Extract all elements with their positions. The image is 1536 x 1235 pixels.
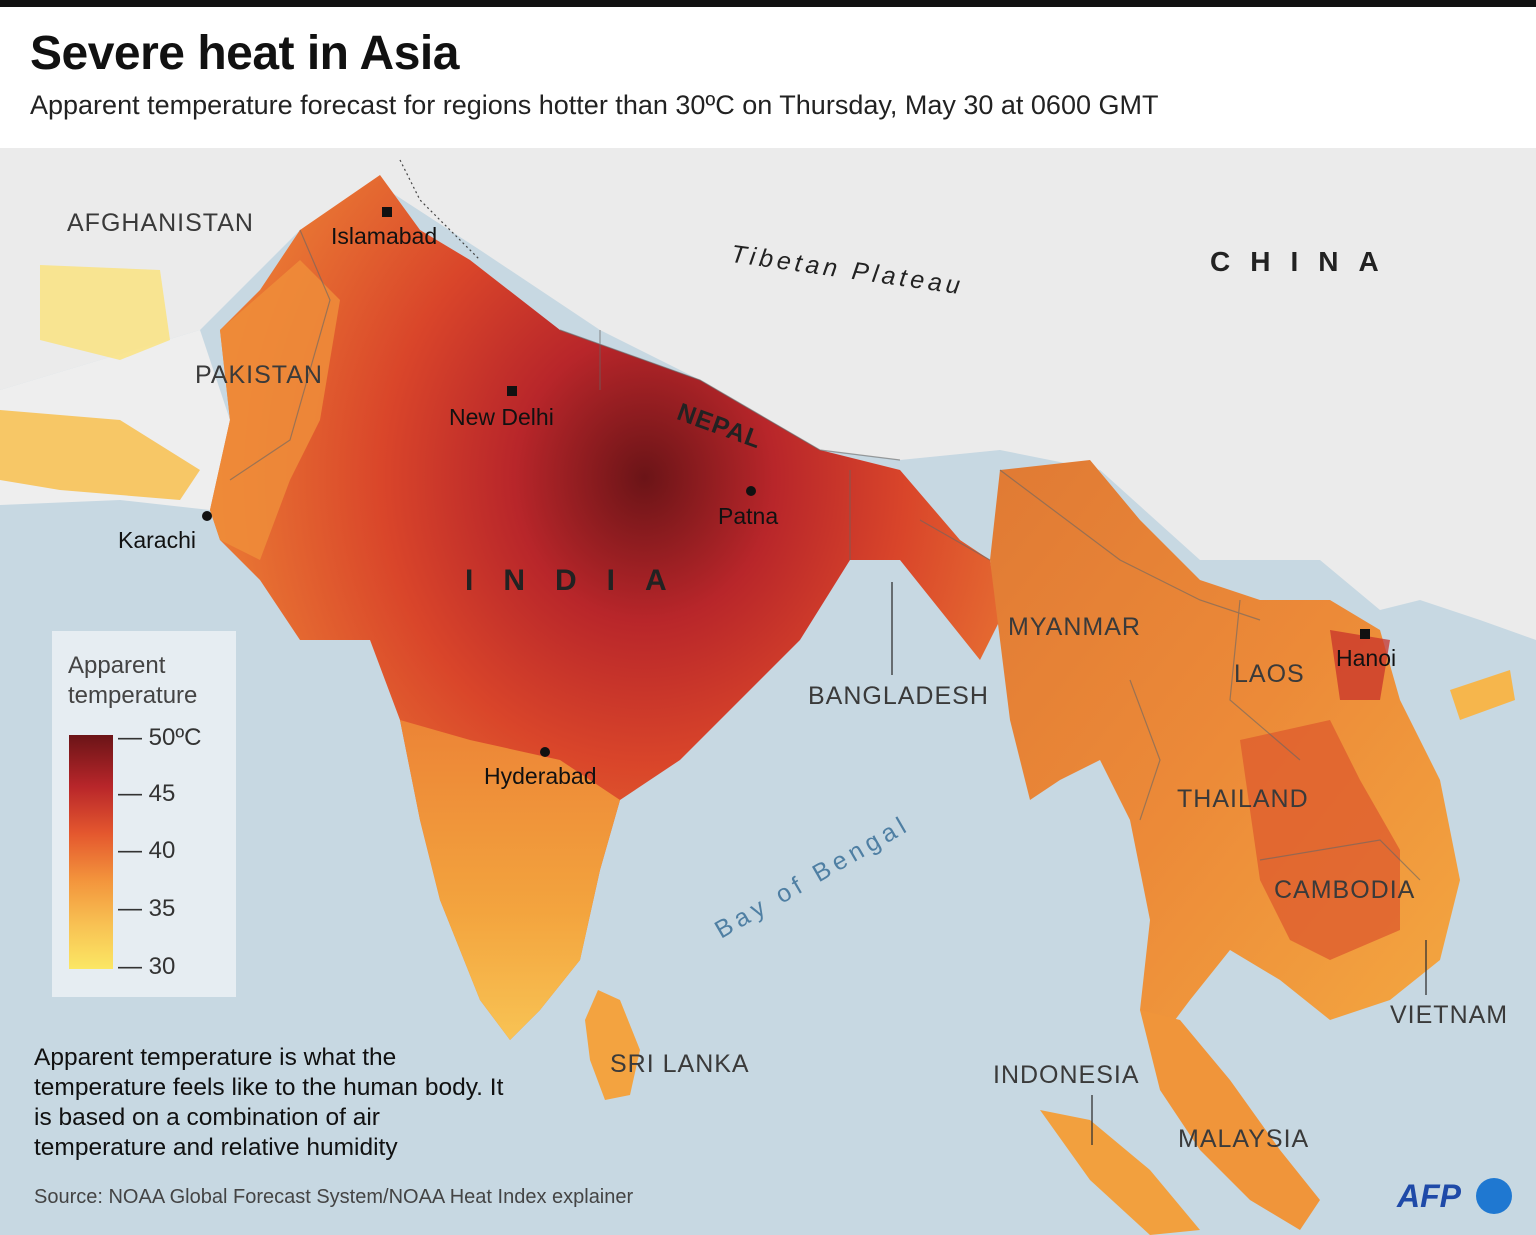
india-heat bbox=[210, 175, 1000, 1040]
legend-title-line2: temperature bbox=[68, 682, 198, 709]
new-delhi-marker bbox=[507, 386, 517, 396]
heat-map bbox=[0, 148, 1536, 1235]
label-hanoi: Hanoi bbox=[1336, 645, 1397, 671]
afp-logo: AFP bbox=[1397, 1178, 1461, 1214]
islamabad-marker bbox=[382, 207, 392, 217]
afp-logo-dot bbox=[1476, 1178, 1512, 1214]
source-line: Source: NOAA Global Forecast System/NOAA… bbox=[34, 1186, 634, 1208]
label-sri-lanka: SRI LANKA bbox=[610, 1050, 750, 1078]
label-vietnam: VIETNAM bbox=[1390, 1001, 1509, 1029]
legend-color-bar bbox=[69, 735, 113, 969]
legend-tick-50: — 50ºC bbox=[118, 724, 202, 751]
patna-marker bbox=[746, 486, 756, 496]
sumatra-heat bbox=[1040, 1110, 1200, 1235]
coast-heat-patch bbox=[0, 410, 200, 500]
explanatory-note: Apparent temperature is what the tempera… bbox=[34, 1044, 504, 1161]
label-china: CHINA bbox=[1210, 246, 1399, 277]
label-thailand: THAILAND bbox=[1177, 785, 1309, 813]
thailand-hot-zone bbox=[1240, 720, 1400, 960]
borders bbox=[229, 229, 1421, 881]
sri-lanka-land bbox=[585, 990, 640, 1100]
hanoi-marker bbox=[1360, 629, 1370, 639]
afghan-heat-patch bbox=[40, 265, 170, 360]
malay-peninsula-heat bbox=[1140, 1010, 1320, 1230]
legend: Apparent temperature — 50ºC — 45 — 40 — … bbox=[52, 631, 236, 997]
label-patna: Patna bbox=[718, 503, 779, 529]
legend-title: Apparent temperature bbox=[68, 651, 197, 711]
pakistan-heat bbox=[210, 260, 340, 560]
page-title: Severe heat in Asia bbox=[30, 27, 459, 80]
legend-tick-45: — 45 bbox=[118, 780, 176, 807]
hyderabad-marker bbox=[540, 747, 550, 757]
disputed-border bbox=[399, 159, 481, 261]
legend-title-line1: Apparent bbox=[68, 652, 166, 679]
label-malaysia: MALAYSIA bbox=[1178, 1125, 1310, 1153]
south-india-heat bbox=[400, 720, 620, 1040]
label-pakistan: PAKISTAN bbox=[195, 361, 323, 389]
label-karachi: Karachi bbox=[118, 527, 196, 553]
northern-land bbox=[0, 148, 1536, 640]
legend-tick-35: — 35 bbox=[118, 895, 176, 922]
label-myanmar: MYANMAR bbox=[1008, 613, 1141, 641]
page-subtitle: Apparent temperature forecast for region… bbox=[30, 90, 1159, 120]
label-islamabad: Islamabad bbox=[331, 223, 438, 249]
hainan-heat bbox=[1450, 670, 1515, 720]
label-bangladesh: BANGLADESH bbox=[808, 682, 989, 710]
hanoi-hot-zone bbox=[1330, 630, 1390, 700]
label-hyderabad: Hyderabad bbox=[484, 763, 597, 789]
label-indonesia: INDONESIA bbox=[993, 1061, 1140, 1089]
label-india: INDIA bbox=[465, 564, 697, 597]
label-afghanistan: AFGHANISTAN bbox=[67, 209, 254, 237]
legend-tick-30: — 30 bbox=[118, 953, 176, 980]
legend-tick-40: — 40 bbox=[118, 837, 176, 864]
karachi-marker bbox=[202, 511, 212, 521]
label-new-delhi: New Delhi bbox=[449, 404, 554, 430]
label-cambodia: CAMBODIA bbox=[1274, 876, 1416, 904]
label-laos: LAOS bbox=[1234, 660, 1305, 688]
top-rule bbox=[0, 0, 1536, 7]
